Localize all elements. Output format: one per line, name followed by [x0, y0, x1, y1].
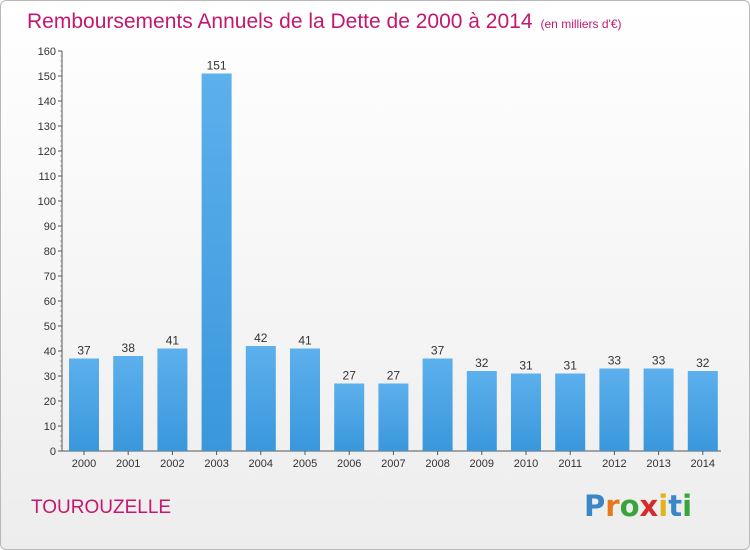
bar: [555, 373, 586, 451]
y-tick-label: 160: [38, 46, 56, 58]
x-tick-label: 2009: [470, 458, 494, 470]
bar-value-label: 37: [77, 344, 91, 358]
x-tick-label: 2005: [293, 458, 317, 470]
bar-value-label: 33: [652, 354, 666, 368]
chart-title-text: Remboursements Annuels de la Dette de 20…: [27, 10, 533, 33]
bar-value-label: 32: [475, 356, 489, 370]
x-tick-label: 2007: [381, 458, 405, 470]
y-tick-label: 20: [44, 396, 56, 408]
bar-value-label: 41: [166, 334, 180, 348]
bar-value-label: 31: [564, 359, 578, 373]
bar: [378, 383, 409, 451]
y-tick-label: 130: [38, 121, 56, 133]
bar-value-label: 151: [207, 59, 227, 73]
y-tick-label: 90: [44, 221, 56, 233]
y-tick-label: 0: [50, 446, 56, 458]
x-tick-label: 2001: [116, 458, 140, 470]
bar-value-label: 38: [122, 341, 136, 355]
bar: [599, 368, 630, 451]
y-tick-label: 80: [44, 246, 56, 258]
bar: [290, 348, 320, 451]
bar: [201, 73, 232, 451]
bar: [511, 373, 541, 451]
y-tick-label: 110: [38, 171, 56, 183]
proxiti-logo: Proxiti: [584, 489, 693, 523]
bar: [334, 383, 365, 451]
y-tick-label: 50: [44, 321, 56, 333]
y-tick-label: 120: [38, 146, 56, 158]
bar-value-label: 32: [696, 356, 710, 370]
x-tick-label: 2010: [514, 458, 538, 470]
y-tick-label: 30: [44, 371, 56, 383]
y-tick-label: 150: [38, 71, 56, 83]
y-tick-label: 70: [44, 271, 56, 283]
bar: [687, 371, 718, 451]
x-tick-label: 2014: [691, 458, 715, 470]
chart-title: Remboursements Annuels de la Dette de 20…: [27, 10, 622, 34]
x-tick-label: 2012: [602, 458, 626, 470]
bar-value-label: 33: [608, 354, 622, 368]
y-tick-label: 10: [44, 421, 56, 433]
bar: [157, 348, 188, 451]
bar: [466, 371, 497, 451]
y-tick-label: 140: [38, 96, 56, 108]
x-tick-label: 2013: [646, 458, 670, 470]
bar-value-label: 41: [298, 334, 312, 348]
bar: [245, 346, 276, 451]
bar: [422, 358, 453, 451]
x-tick-label: 2000: [72, 458, 96, 470]
y-tick-label: 100: [38, 196, 56, 208]
bar-value-label: 37: [431, 344, 445, 358]
y-tick-label: 60: [44, 296, 56, 308]
commune-name: TOUROUZELLE: [31, 497, 172, 518]
bar-value-label: 31: [519, 359, 533, 373]
bar: [113, 356, 144, 451]
bar-value-label: 42: [254, 331, 268, 345]
bar: [643, 368, 674, 451]
chart-unit: (en milliers d'€): [540, 17, 622, 31]
y-tick-label: 40: [44, 346, 56, 358]
x-tick-label: 2003: [204, 458, 228, 470]
bar-value-label: 27: [343, 369, 357, 383]
x-tick-label: 2011: [558, 458, 582, 470]
x-tick-label: 2004: [249, 458, 273, 470]
bar-value-label: 27: [387, 369, 401, 383]
bar: [69, 358, 99, 451]
x-tick-label: 2008: [425, 458, 449, 470]
x-tick-label: 2002: [160, 458, 184, 470]
x-tick-label: 2006: [337, 458, 361, 470]
